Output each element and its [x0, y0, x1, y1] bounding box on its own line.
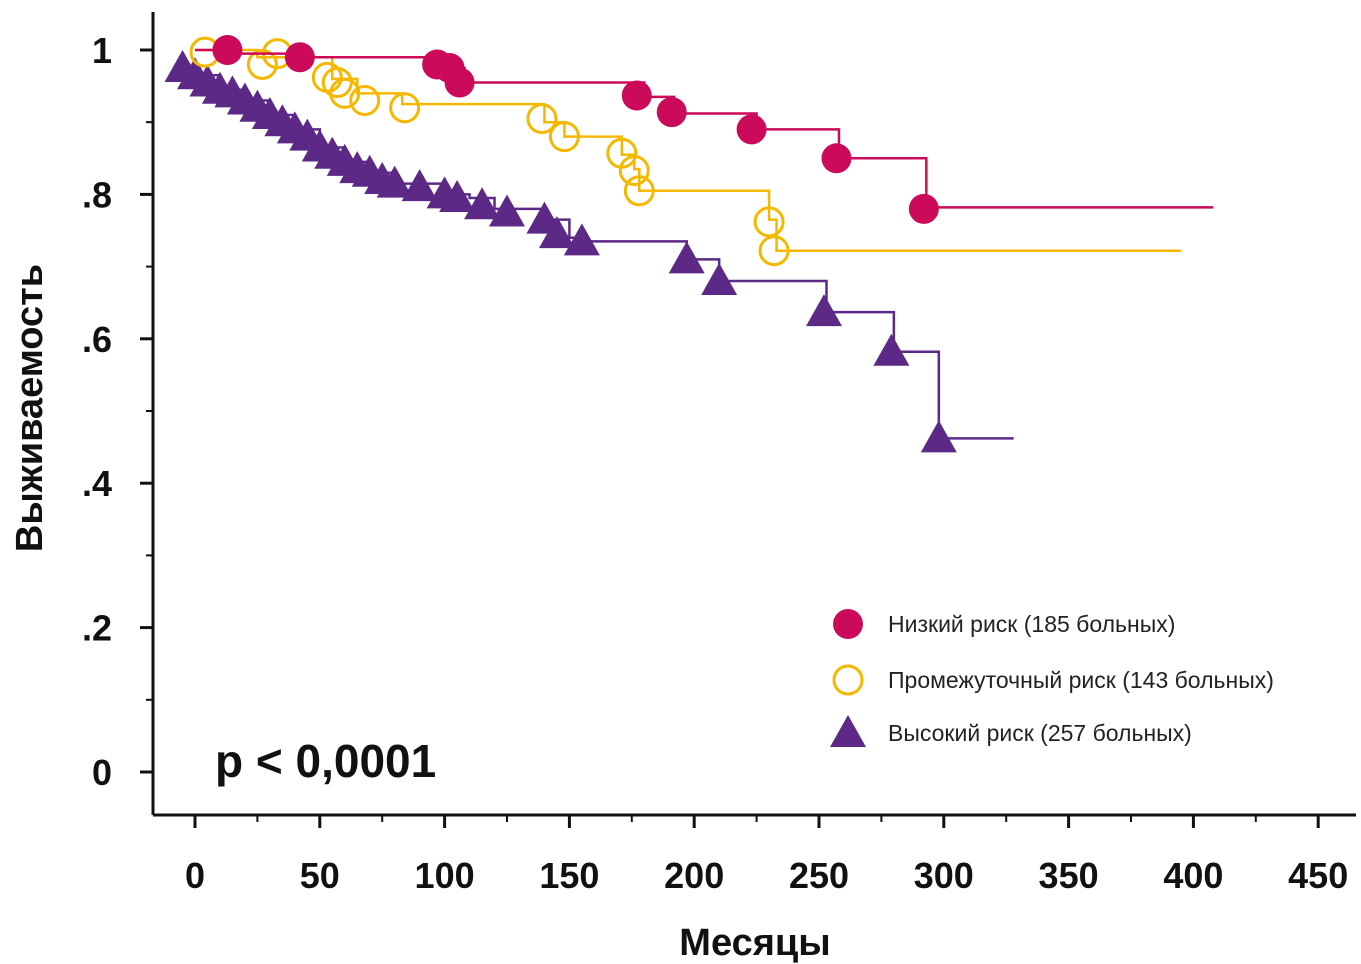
series-3-point	[489, 194, 525, 227]
series-3-point	[920, 420, 957, 453]
axes	[151, 12, 1356, 817]
series-2-point	[329, 77, 361, 109]
series-3-point	[805, 294, 842, 327]
series-1-point	[212, 35, 243, 65]
series-1-point	[736, 114, 767, 145]
series-3-point	[668, 241, 705, 274]
series-1-point	[621, 80, 652, 111]
series-layer	[164, 35, 1214, 453]
series-3-point	[401, 169, 438, 202]
legend-marker-3	[830, 715, 866, 747]
series-1-point	[444, 67, 475, 98]
series-2-point	[349, 85, 381, 117]
x-tick-label: 200	[664, 855, 724, 896]
series-3	[164, 50, 1014, 453]
series-2-point	[548, 121, 580, 153]
y-tick-label: .4	[82, 463, 112, 504]
series-2-line	[195, 48, 1181, 252]
series-3-point	[563, 223, 600, 256]
series-1-point	[908, 193, 939, 224]
x-ticks: 0 50 100 150 200 250 300 350 400 450	[185, 815, 1348, 896]
series-3-point	[538, 216, 575, 249]
series-3-point	[873, 333, 910, 366]
series-3-point	[701, 263, 738, 296]
x-tick-label: 400	[1163, 855, 1223, 896]
y-ticks: 0 .2 .4 .6 .8 1	[82, 30, 153, 793]
y-tick-label: .2	[82, 608, 112, 649]
series-2-point	[389, 92, 421, 124]
series-2-point	[618, 155, 650, 187]
p-value-annotation: p < 0,0001	[215, 735, 436, 787]
x-tick-label: 150	[539, 855, 599, 896]
legend-label-2: Промежуточный риск (143 больных)	[888, 667, 1274, 693]
series-2-point	[753, 206, 785, 238]
series-3-point	[464, 187, 501, 220]
x-tick-label: 50	[300, 855, 340, 896]
x-tick-label: 300	[914, 855, 974, 896]
x-tick-label: 450	[1288, 855, 1348, 896]
series-1-point	[821, 143, 852, 174]
series-3-point	[376, 165, 413, 198]
series-1-point	[656, 97, 687, 128]
series-2-point	[623, 175, 655, 207]
y-tick-label: .8	[82, 174, 112, 215]
x-tick-label: 100	[415, 855, 475, 896]
legend-marker-1	[833, 609, 863, 639]
series-1-point	[284, 42, 315, 73]
series-2-point	[758, 235, 790, 267]
x-tick-label: 0	[185, 855, 205, 896]
y-axis-title: Выживаемость	[9, 264, 51, 552]
y-tick-label: 0	[92, 752, 112, 793]
x-tick-label: 250	[789, 855, 849, 896]
x-tick-label: 350	[1039, 855, 1099, 896]
legend-label-3: Высокий риск (257 больных)	[888, 720, 1192, 746]
series-2-point	[526, 103, 558, 135]
x-axis-title: Месяцы	[679, 922, 830, 964]
y-tick-label: 1	[92, 30, 112, 71]
legend-label-1: Низкий риск (185 больных)	[888, 611, 1175, 637]
y-tick-label: .6	[82, 319, 112, 360]
legend-marker-2	[832, 664, 864, 696]
series-1	[195, 35, 1214, 224]
series-3-point	[439, 180, 476, 213]
legend: Низкий риск (185 больных) Промежуточный р…	[830, 609, 1274, 747]
